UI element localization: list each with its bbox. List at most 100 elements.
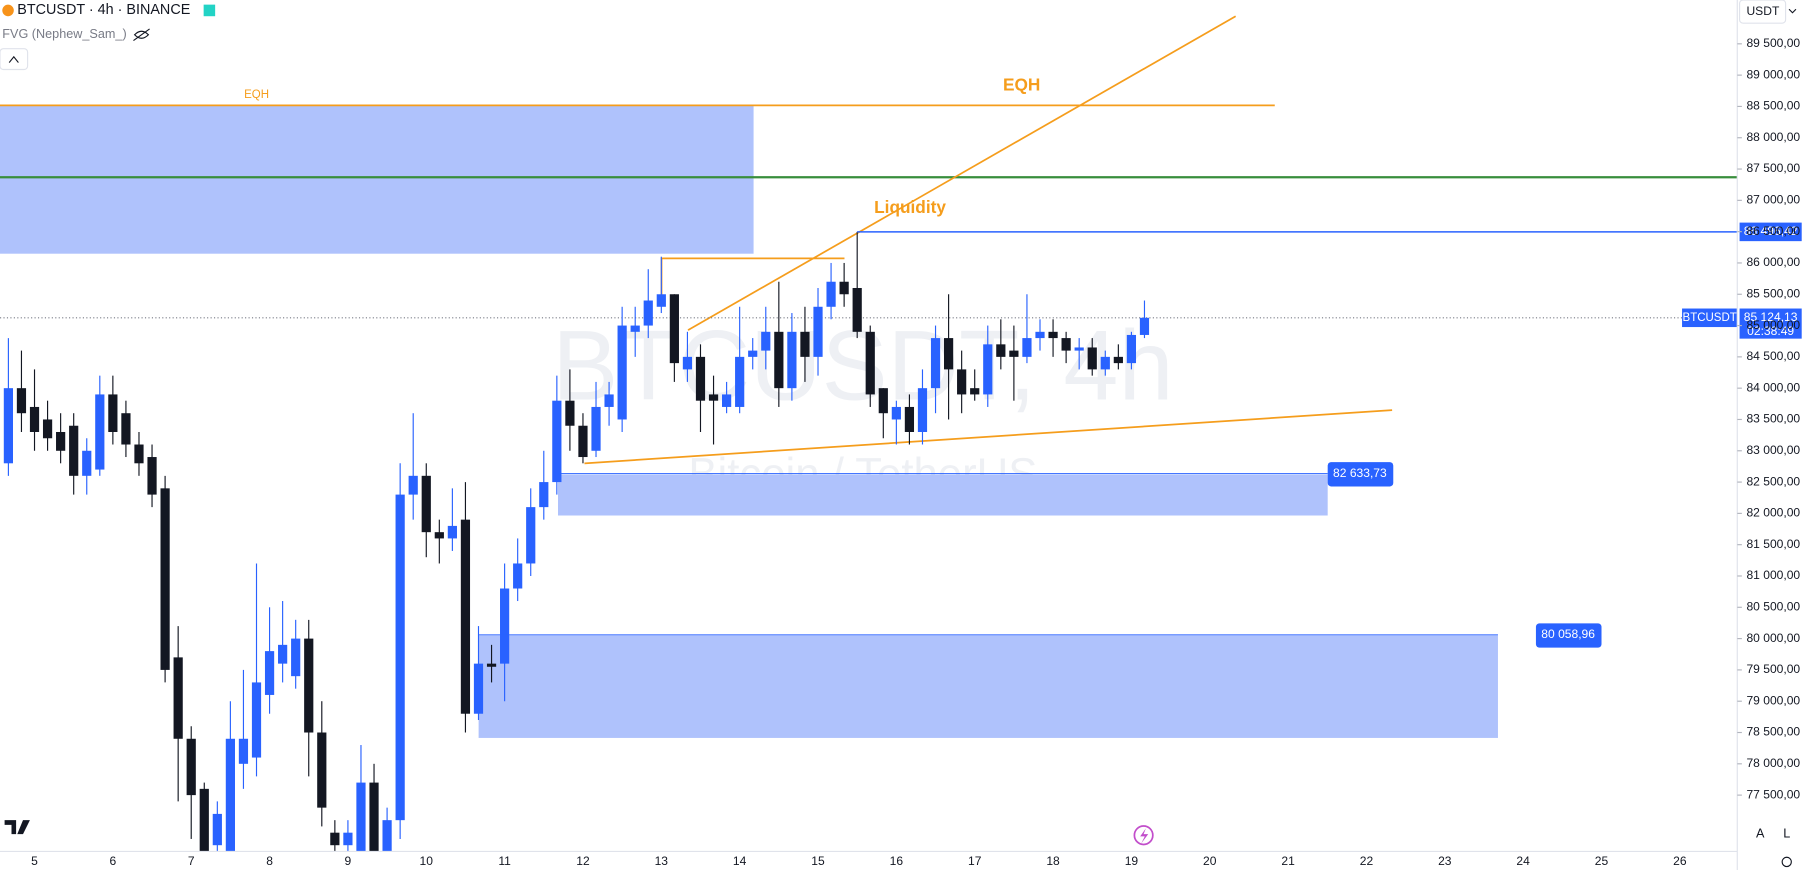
y-tick-label: 87 500,00 <box>1746 161 1800 175</box>
fvg-zone <box>0 105 754 254</box>
x-tick-label: 9 <box>345 854 352 868</box>
settings-icon[interactable] <box>1781 856 1792 868</box>
y-tick-label: 85 000,00 <box>1746 318 1800 332</box>
candle-body <box>69 425 79 476</box>
x-tick-label: 17 <box>968 854 982 868</box>
collapse-button[interactable] <box>0 48 29 71</box>
candle-body <box>878 388 888 414</box>
y-tick-label: 79 000,00 <box>1746 693 1800 707</box>
overlay: 86 496,42 82 633,73 80 058,96 BTCUSDT 85 124… <box>478 222 1802 648</box>
candle-body <box>343 832 353 846</box>
candle-body <box>917 388 928 432</box>
candle-body <box>42 419 53 439</box>
candle-body <box>108 394 118 432</box>
demand-zone <box>478 635 1498 738</box>
candle-body <box>852 287 862 332</box>
annotation: Liquidity <box>874 197 946 217</box>
y-tick-label: 81 000,00 <box>1746 568 1800 582</box>
dropdown-icon <box>1788 8 1797 14</box>
candle-body <box>735 356 745 407</box>
candle-body <box>787 331 797 389</box>
y-tick-label: 88 000,00 <box>1746 130 1800 144</box>
candle-body <box>578 425 588 458</box>
candle-body <box>774 331 784 389</box>
range-line <box>660 257 845 296</box>
x-tick-label: 8 <box>266 854 273 868</box>
alert-icon[interactable] <box>1133 825 1154 846</box>
currency-button[interactable] <box>1738 0 1787 24</box>
collapse-icon <box>8 55 19 63</box>
y-tick-label: 80 500,00 <box>1746 599 1800 613</box>
candle-body <box>761 331 771 351</box>
candle-body <box>1035 331 1045 339</box>
x-tick-label: 5 <box>31 854 38 868</box>
x-tick-label: 24 <box>1516 854 1530 868</box>
candle-body <box>278 644 288 664</box>
candle-body <box>3 388 14 464</box>
y-tick-label: 79 500,00 <box>1746 662 1800 676</box>
candle-body <box>500 588 510 664</box>
candle-body <box>604 394 614 407</box>
y-tick-label: 78 000,00 <box>1746 756 1800 770</box>
candle-body <box>1048 331 1058 339</box>
candle-body <box>943 338 954 370</box>
candle-body <box>813 306 823 357</box>
y-tick-label: 77 500,00 <box>1746 787 1800 801</box>
scale-button[interactable]: A <box>1756 826 1765 840</box>
y-tick-label: 89 500,00 <box>1746 36 1800 50</box>
x-tick-label: 19 <box>1125 854 1139 868</box>
candle-body <box>748 350 758 357</box>
candle-body <box>682 356 693 370</box>
candle-body <box>212 813 222 846</box>
candle-body <box>264 651 275 695</box>
x-tick-label: 18 <box>1046 854 1060 868</box>
candle-body <box>970 388 980 395</box>
candle-body <box>330 832 340 846</box>
price-label: 82 633,73 <box>1333 466 1387 480</box>
candle-body <box>121 413 131 445</box>
candle-body <box>56 431 66 451</box>
candle-body <box>669 294 679 364</box>
candle-body <box>238 738 249 764</box>
x-tick-label: 25 <box>1595 854 1609 868</box>
candle-body <box>513 563 523 589</box>
candle-body <box>291 638 301 677</box>
candle-body <box>839 281 849 295</box>
symbol-icon <box>2 4 14 17</box>
trend-line <box>584 409 1393 465</box>
candle-body <box>591 406 601 451</box>
hide-icon[interactable] <box>133 28 150 42</box>
candle-body <box>1126 334 1137 364</box>
candle-body <box>826 281 836 307</box>
candle-body <box>382 820 392 852</box>
candle-body <box>160 488 170 670</box>
watermark: BTCUSDT, 4h <box>552 310 1173 421</box>
flag[interactable] <box>203 4 216 17</box>
candle-body <box>356 782 366 852</box>
price-label-box <box>1327 462 1394 487</box>
candle-body <box>643 300 653 326</box>
y-tick-label: 87 000,00 <box>1746 193 1800 207</box>
candle-body <box>1087 347 1097 370</box>
candle-body <box>695 356 706 401</box>
x-tick-label: 22 <box>1360 854 1374 868</box>
y-tick-label: 82 500,00 <box>1746 474 1800 488</box>
candle-body <box>251 682 262 758</box>
x-tick-label: 12 <box>576 854 590 868</box>
y-tick-label: 78 500,00 <box>1746 725 1800 739</box>
y-tick-label: 86 500,00 <box>1746 224 1800 238</box>
candle-body <box>473 663 484 714</box>
candle-body <box>460 519 471 714</box>
trend-line <box>687 15 1237 331</box>
scale-button[interactable]: L <box>1783 826 1790 840</box>
candle-body <box>656 294 666 307</box>
x-tick-label: 15 <box>811 854 825 868</box>
candle-body <box>552 400 562 483</box>
x-tick-label: 10 <box>420 854 434 868</box>
y-tick-label: 82 000,00 <box>1746 506 1800 520</box>
current-price-box <box>1739 308 1802 339</box>
candle-body <box>1009 350 1019 357</box>
candles <box>3 231 1150 852</box>
candle-body <box>447 525 457 539</box>
